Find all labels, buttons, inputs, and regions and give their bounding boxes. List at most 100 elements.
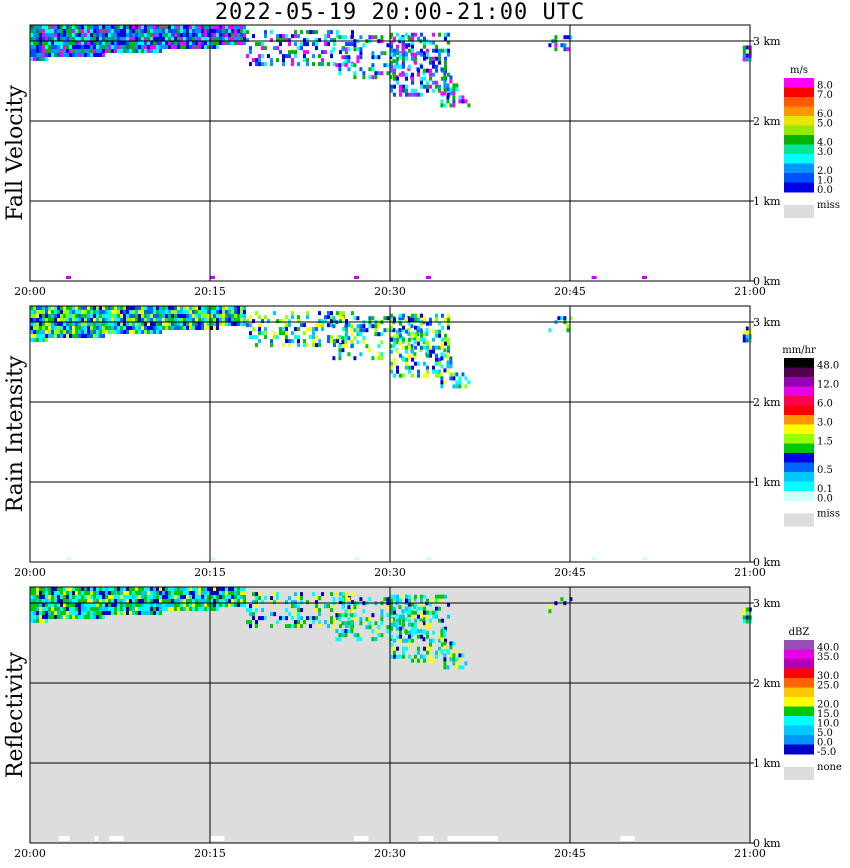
echo-cell [63,599,66,603]
echo-cell [297,624,300,629]
echo-cell [414,92,417,97]
echo-cell [42,25,45,29]
echo-cell [390,618,393,623]
echo-cell [117,37,120,41]
echo-cell [201,37,204,41]
echo-cell [356,633,360,638]
echo-cell [405,84,408,89]
echo-cell [417,634,420,639]
echo-cell [132,599,135,603]
echo-cell [225,29,228,33]
echo-cell [330,50,333,55]
echo-cell [276,335,279,340]
echo-cell [420,52,423,57]
echo-cell [270,600,273,605]
echo-cell [347,55,351,60]
echo-cell [356,316,360,321]
echo-cell [386,63,390,68]
echo-cell [420,64,423,69]
echo-cell [132,314,135,318]
echo-cell [435,48,438,53]
echo-cell [371,637,375,642]
echo-cell [554,43,558,48]
echo-cell [416,328,420,333]
echo-cell [393,606,396,611]
echo-cell [183,310,186,314]
echo-cell [213,322,216,326]
echo-cell [66,611,69,615]
echo-cell [458,376,462,381]
echo-cell [441,76,444,81]
echo-cell [327,335,330,340]
echo-cell [371,55,375,60]
echo-cell [231,29,234,33]
x-tick-label: 20:30 [374,285,406,298]
echo-cell [315,30,318,35]
echo-cell [123,611,126,615]
echo-cell [405,329,408,334]
echo-cell [411,36,414,41]
echo-cell [192,603,195,607]
echo-cell [84,33,87,37]
echo-cell [129,29,132,33]
echo-cell [380,621,384,626]
echo-cell [312,616,315,621]
echo-cell [324,620,327,625]
echo-cell [315,616,318,621]
echo-cell [419,348,423,353]
y-tick-label: 2 km [753,115,781,128]
echo-cell [435,84,438,89]
echo-cell [51,587,54,591]
echo-cell [225,599,228,603]
echo-cell [42,53,45,57]
echo-cell [42,615,45,619]
echo-cell [306,30,309,35]
echo-cell [435,64,438,69]
echo-cell [180,314,183,318]
echo-cell [171,310,174,314]
echo-cell [408,622,411,627]
legend-missing-swatch [784,513,814,527]
echo-cell [240,310,243,314]
echo-cell [153,314,156,318]
echo-cell [51,607,54,611]
echo-cell [231,587,234,591]
echo-cell [109,836,124,841]
legend-swatch [784,386,814,397]
echo-cell [443,641,447,646]
legend-swatch [784,144,814,155]
echo-cell [393,357,396,362]
echo-cell [330,592,333,597]
echo-cell [342,592,345,597]
echo-cell [69,37,72,41]
echo-cell [344,324,348,329]
echo-cell [243,41,246,45]
echo-cell [102,591,105,595]
echo-cell [455,380,459,385]
echo-cell [422,621,426,626]
echo-cell [135,310,138,314]
echo-cell [234,306,237,310]
echo-cell [84,318,87,322]
echo-cell [438,52,441,57]
echo-cell [72,587,75,591]
echo-cell [117,33,120,37]
echo-cell [165,607,168,611]
echo-cell [405,32,408,37]
echo-cell [405,52,408,57]
echo-cell [171,25,174,29]
echo-cell [33,587,36,591]
echo-cell [426,345,429,350]
echo-cell [231,25,234,29]
echo-cell [225,603,228,607]
echo-cell [51,318,54,322]
echo-cell [300,616,303,621]
echo-cell [745,57,749,62]
echo-cell [435,44,438,49]
legend-label: 4.0 [817,138,833,149]
echo-cell [177,306,180,310]
echo-cell [294,54,297,59]
echo-cell [393,654,396,659]
echo-cell [63,603,66,607]
echo-cell [276,600,279,605]
